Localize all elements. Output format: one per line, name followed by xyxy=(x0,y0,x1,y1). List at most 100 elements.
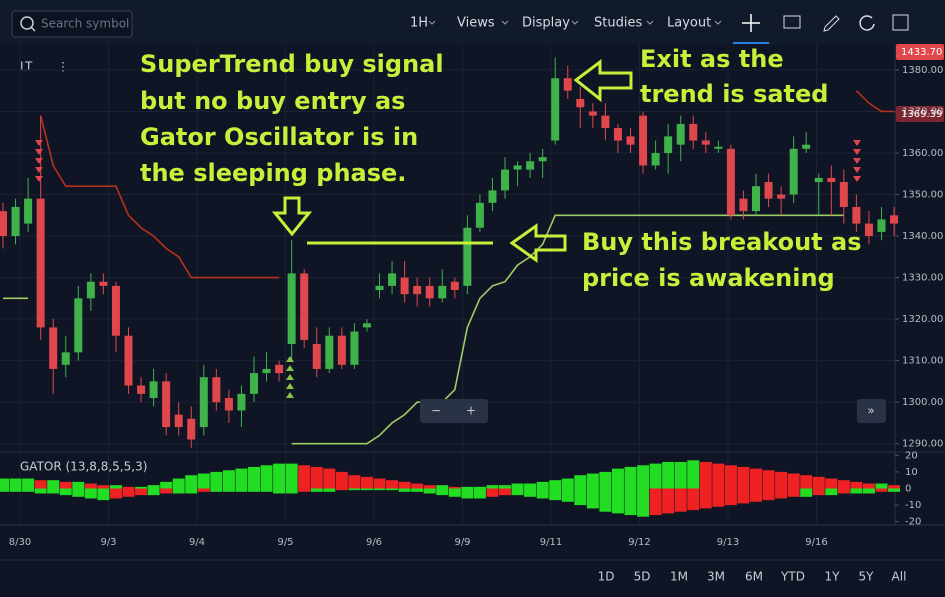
gator-bar xyxy=(524,483,537,489)
candle-body xyxy=(99,281,108,286)
gator-bar xyxy=(649,463,662,489)
fullscreen-tool[interactable] xyxy=(892,14,909,31)
menu[interactable]: Studies xyxy=(594,16,642,31)
gator-bar xyxy=(637,488,650,517)
candle-body xyxy=(538,157,547,162)
gator-bar xyxy=(398,481,411,489)
gator-bar xyxy=(47,488,60,494)
comment-tool[interactable] xyxy=(783,15,801,29)
candle-body xyxy=(714,146,723,149)
annotation: Exit as the xyxy=(640,45,784,73)
gator-bar xyxy=(561,478,574,489)
y-tick-label: 0 xyxy=(905,484,911,495)
gator-bar xyxy=(586,488,599,509)
range-button[interactable]: 5D xyxy=(634,570,651,584)
gator-bar xyxy=(222,488,235,492)
y-tick-label: 1310.00 xyxy=(902,356,943,367)
candle-body xyxy=(651,152,660,166)
gator-bar xyxy=(687,488,700,511)
candle-body xyxy=(513,165,522,170)
gator-bar xyxy=(210,488,223,492)
gator-bar xyxy=(699,488,712,509)
gator-bar xyxy=(348,488,361,491)
gator-bar xyxy=(524,488,537,497)
gator-bar xyxy=(323,468,336,489)
range-button[interactable]: 3M xyxy=(707,570,725,584)
gator-bar xyxy=(298,488,311,492)
range-button[interactable]: All xyxy=(892,570,907,584)
gator-bar xyxy=(122,486,135,489)
range-button[interactable]: 5Y xyxy=(859,570,875,584)
menu-caret xyxy=(428,20,436,25)
gator-bar xyxy=(423,485,436,489)
gator-bar xyxy=(762,470,775,489)
gator-bar xyxy=(22,478,35,489)
gator-bar xyxy=(499,488,511,496)
gator-bar xyxy=(850,481,863,489)
gator-bar xyxy=(473,486,486,489)
menu[interactable]: Display xyxy=(522,16,570,31)
zoom-in[interactable]: + xyxy=(466,404,476,418)
gator-bar xyxy=(386,488,399,491)
candle-body xyxy=(49,327,58,369)
candle-body xyxy=(375,285,384,291)
y-tick-label: 1350.00 xyxy=(902,190,943,201)
gator-bar xyxy=(486,485,499,489)
price-tag-label: 1369.39 xyxy=(901,109,942,120)
gator-bar xyxy=(97,488,110,501)
gator-bar xyxy=(235,488,248,492)
interval[interactable]: 1H xyxy=(410,16,428,31)
x-tick-label: 9/13 xyxy=(717,537,739,548)
candle-body xyxy=(199,377,208,428)
search-box[interactable] xyxy=(11,10,133,38)
gator-bar xyxy=(135,488,148,496)
gator-bar xyxy=(411,483,424,489)
gator-bar xyxy=(611,468,624,489)
candle-body xyxy=(588,111,597,116)
signal-marker xyxy=(853,167,861,173)
gator-bar xyxy=(812,476,825,489)
menu[interactable]: Layout xyxy=(667,16,711,31)
gator-bar xyxy=(800,475,813,489)
zoom-out[interactable]: − xyxy=(431,404,441,418)
range-button[interactable]: 1D xyxy=(598,570,615,584)
gator-bar xyxy=(775,471,788,489)
range-button[interactable]: 6M xyxy=(745,570,763,584)
gator-bar xyxy=(712,488,725,507)
draw-tool[interactable] xyxy=(823,15,840,32)
menu-caret xyxy=(501,20,509,25)
gator-bar xyxy=(448,486,461,489)
candle-body xyxy=(764,182,773,199)
gator-bar xyxy=(160,481,173,489)
candle-body xyxy=(576,98,585,108)
x-tick-label: 9/12 xyxy=(628,537,650,548)
signal-marker xyxy=(853,158,861,164)
menu[interactable]: Views xyxy=(457,16,495,31)
gator-bar xyxy=(348,475,361,489)
gator-bar xyxy=(72,481,85,489)
menu-caret xyxy=(646,20,654,25)
gator-bar xyxy=(536,488,549,499)
gator-bar xyxy=(511,488,524,496)
gator-bar xyxy=(825,488,838,496)
x-tick-label: 9/4 xyxy=(189,537,205,548)
gator-bar xyxy=(511,483,524,489)
range-button[interactable]: YTD xyxy=(780,570,805,584)
gator-bar xyxy=(298,465,311,489)
symbol-menu[interactable]: ⋮ xyxy=(57,60,69,74)
gator-bar xyxy=(285,463,298,489)
candle-body xyxy=(739,198,748,212)
candle-body xyxy=(526,161,535,170)
candle-body xyxy=(350,331,359,365)
y-tick-label: -20 xyxy=(905,517,921,528)
candle-body xyxy=(224,398,233,411)
gator-bar xyxy=(536,481,549,489)
gator-bar xyxy=(586,473,599,489)
reset-tool[interactable] xyxy=(859,15,875,31)
gator-bar xyxy=(724,465,737,489)
range-button[interactable]: 1Y xyxy=(825,570,841,584)
gator-bar xyxy=(762,488,775,501)
scroll-right[interactable] xyxy=(857,399,886,423)
gator-bar xyxy=(323,488,336,492)
range-button[interactable]: 1M xyxy=(670,570,688,584)
